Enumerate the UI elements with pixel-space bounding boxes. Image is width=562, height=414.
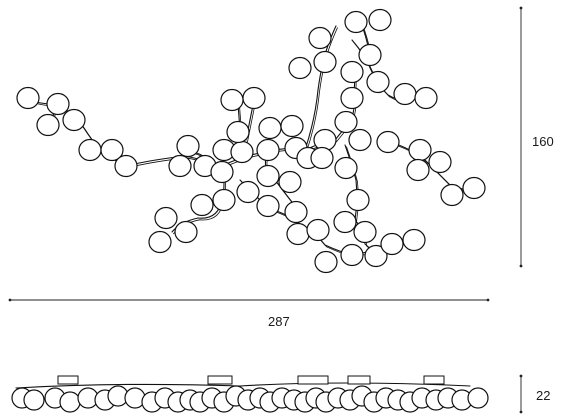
globe bbox=[236, 180, 260, 204]
globe bbox=[286, 222, 310, 246]
globe bbox=[314, 250, 338, 274]
ceiling-canopy bbox=[423, 375, 445, 385]
globe bbox=[100, 138, 124, 162]
globe bbox=[366, 70, 390, 94]
globe bbox=[148, 230, 172, 254]
globe bbox=[353, 220, 377, 244]
globe bbox=[154, 206, 178, 230]
globe bbox=[334, 110, 358, 134]
height-dimension: 160 bbox=[519, 6, 554, 268]
globe bbox=[334, 156, 358, 180]
globe bbox=[256, 194, 280, 218]
globe bbox=[280, 114, 304, 138]
globe bbox=[230, 140, 254, 164]
ceiling-canopy bbox=[347, 375, 371, 385]
globe bbox=[406, 158, 430, 182]
globe-side bbox=[23, 389, 45, 411]
globe bbox=[258, 116, 282, 140]
ceiling-rail bbox=[15, 382, 471, 389]
globe bbox=[168, 154, 192, 178]
globe bbox=[428, 150, 452, 174]
globe bbox=[174, 220, 198, 244]
globe bbox=[364, 244, 388, 268]
globe bbox=[376, 130, 400, 154]
globe bbox=[278, 170, 302, 194]
globe-side bbox=[467, 387, 489, 409]
globe bbox=[440, 183, 464, 207]
globe bbox=[368, 8, 392, 32]
globe bbox=[78, 138, 102, 162]
globe bbox=[212, 188, 236, 212]
ceiling-canopy bbox=[57, 375, 79, 385]
globe bbox=[46, 92, 70, 116]
globe bbox=[346, 188, 370, 212]
branch-stem bbox=[239, 179, 391, 256]
globe bbox=[306, 218, 330, 242]
plan-view bbox=[16, 8, 486, 274]
depth-label: 22 bbox=[536, 388, 550, 403]
globe bbox=[414, 86, 438, 110]
ceiling-canopy bbox=[207, 375, 233, 385]
globe bbox=[393, 82, 417, 106]
globe bbox=[402, 228, 426, 252]
globe bbox=[380, 232, 404, 256]
globe bbox=[358, 43, 382, 67]
globe bbox=[408, 138, 432, 162]
globe bbox=[16, 86, 40, 110]
globe bbox=[220, 88, 244, 112]
width-label: 287 bbox=[268, 314, 290, 329]
globe bbox=[176, 134, 200, 158]
globe-side bbox=[59, 391, 81, 413]
globe bbox=[210, 160, 234, 184]
globe bbox=[340, 86, 364, 110]
globe bbox=[462, 176, 486, 200]
globe bbox=[348, 128, 372, 152]
globe bbox=[256, 164, 280, 188]
globe bbox=[340, 243, 364, 267]
depth-dimension: 22 bbox=[519, 374, 550, 414]
globe bbox=[340, 60, 364, 84]
globe bbox=[242, 86, 266, 110]
side-view bbox=[11, 375, 489, 413]
globe bbox=[344, 10, 368, 34]
globe bbox=[333, 210, 357, 234]
globe bbox=[284, 200, 308, 224]
globe bbox=[256, 138, 280, 162]
globe bbox=[310, 146, 334, 170]
globe bbox=[226, 120, 250, 144]
globe bbox=[313, 50, 337, 74]
globe bbox=[308, 26, 332, 50]
globe bbox=[36, 113, 60, 137]
width-dimension: 287 bbox=[8, 298, 490, 329]
ceiling-canopy bbox=[297, 375, 329, 385]
globe bbox=[288, 56, 312, 80]
globe bbox=[114, 154, 138, 178]
globe bbox=[62, 108, 86, 132]
globe bbox=[190, 193, 214, 217]
height-label: 160 bbox=[532, 134, 554, 149]
